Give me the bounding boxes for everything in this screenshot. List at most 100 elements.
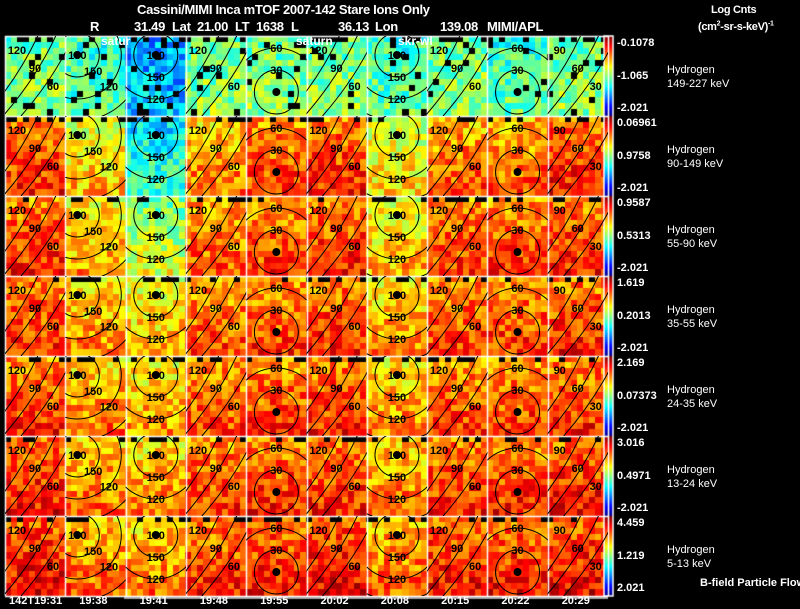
contour-label: 120 <box>8 205 26 217</box>
contour-label: 60 <box>348 321 360 333</box>
contour-panel: 180 150 120 <box>65 436 126 516</box>
contour-line <box>5 276 39 332</box>
contour-label: 90 <box>554 205 566 217</box>
contour-line <box>65 276 100 318</box>
contour-line <box>20 451 66 516</box>
contour-label: 60 <box>511 283 523 295</box>
contour-line <box>133 276 179 318</box>
spacecraft-direction-marker <box>151 291 160 299</box>
contour-label: 60 <box>270 123 282 135</box>
units-exp: -1 <box>768 20 774 28</box>
contour-line <box>442 291 488 356</box>
contour-label: 150 <box>388 552 406 564</box>
contour-label: 60 <box>47 481 59 493</box>
contour-line <box>246 127 307 141</box>
channel-energy: 24-35 keV <box>667 398 718 410</box>
contour-label: 120 <box>147 174 165 186</box>
contour-line <box>125 86 186 100</box>
contour-line <box>185 196 238 275</box>
credit: MIMI/APL <box>487 19 544 34</box>
time-tick-label: 20:02 <box>320 595 349 607</box>
contour-line <box>427 196 479 275</box>
contour-panel: 180 150 120 <box>125 516 186 586</box>
contour-label: 90 <box>210 143 222 155</box>
contour-line <box>306 116 358 195</box>
contour-label: 120 <box>189 365 207 377</box>
contour-label: 60 <box>348 401 360 413</box>
contour-label: 120 <box>430 365 448 377</box>
contour-label: 90 <box>330 223 342 235</box>
lon-label: Lon <box>375 19 398 34</box>
contour-line <box>5 516 39 572</box>
contour-label: 60 <box>572 143 584 155</box>
time-tick-label: 20:08 <box>380 595 409 607</box>
contour-line <box>246 47 307 61</box>
colorbar-max: 4.459 <box>617 517 645 529</box>
contour-panel: 30 60 <box>246 203 307 275</box>
contour-label: 120 <box>388 414 406 426</box>
contour-line <box>253 69 299 115</box>
time-tick-label: 19:55 <box>260 595 289 607</box>
contour-label: 60 <box>47 241 59 253</box>
contour-label: 180 <box>388 370 406 382</box>
contour-line <box>374 356 420 398</box>
contour-line <box>322 531 367 596</box>
contour-panel: 180 150 120 <box>125 436 186 506</box>
contour-line <box>563 531 609 596</box>
contour-line <box>487 287 548 301</box>
contour-label: 60 <box>511 43 523 55</box>
contour-line <box>547 196 599 275</box>
overlay-label: saturn <box>296 34 333 48</box>
contour-line <box>65 516 100 558</box>
contour-line <box>133 356 179 398</box>
contour-line <box>547 516 599 595</box>
contour-label: 120 <box>189 525 207 537</box>
contour-label: 120 <box>189 445 207 457</box>
contour-label: 60 <box>469 321 481 333</box>
contour-panel: 180 150 120 <box>366 36 428 116</box>
contour-line <box>563 371 609 436</box>
contour-label: 120 <box>309 45 327 57</box>
contour-line <box>65 436 122 500</box>
contour-line <box>185 276 220 332</box>
contour-label: 180 <box>388 450 406 462</box>
contour-label: 120 <box>189 45 207 57</box>
contour-label: 180 <box>147 50 165 62</box>
contour-line <box>185 516 238 595</box>
contour-line <box>253 549 299 595</box>
contour-panel: 180 150 120 <box>125 116 186 186</box>
contour-panel: 30 60 <box>487 203 548 275</box>
contour-label: 60 <box>270 523 282 535</box>
colorbar-max: 3.016 <box>617 437 645 449</box>
contour-panel: 30 60 <box>246 443 307 515</box>
lon-value: 139.08 <box>440 19 478 34</box>
contour-line <box>427 516 461 572</box>
contour-label: 60 <box>572 63 584 75</box>
contour-label: 120 <box>309 285 327 297</box>
contour-line <box>306 356 358 435</box>
spacecraft-direction-marker <box>272 88 281 96</box>
contour-label: 120 <box>309 365 327 377</box>
spacecraft-direction-marker <box>151 371 160 379</box>
contour-label: 90 <box>451 463 463 475</box>
contour-line <box>185 356 220 412</box>
contour-label: 90 <box>29 63 41 75</box>
contour-line <box>185 36 220 92</box>
contour-line <box>563 51 609 116</box>
contour-line <box>246 447 307 461</box>
contour-line <box>427 356 461 412</box>
contour-line <box>306 36 340 92</box>
contour-panel: 30 60 <box>487 443 548 515</box>
contour-line <box>547 436 599 515</box>
units-text: -sr-s-keV) <box>720 21 769 33</box>
contour-line <box>125 406 186 420</box>
